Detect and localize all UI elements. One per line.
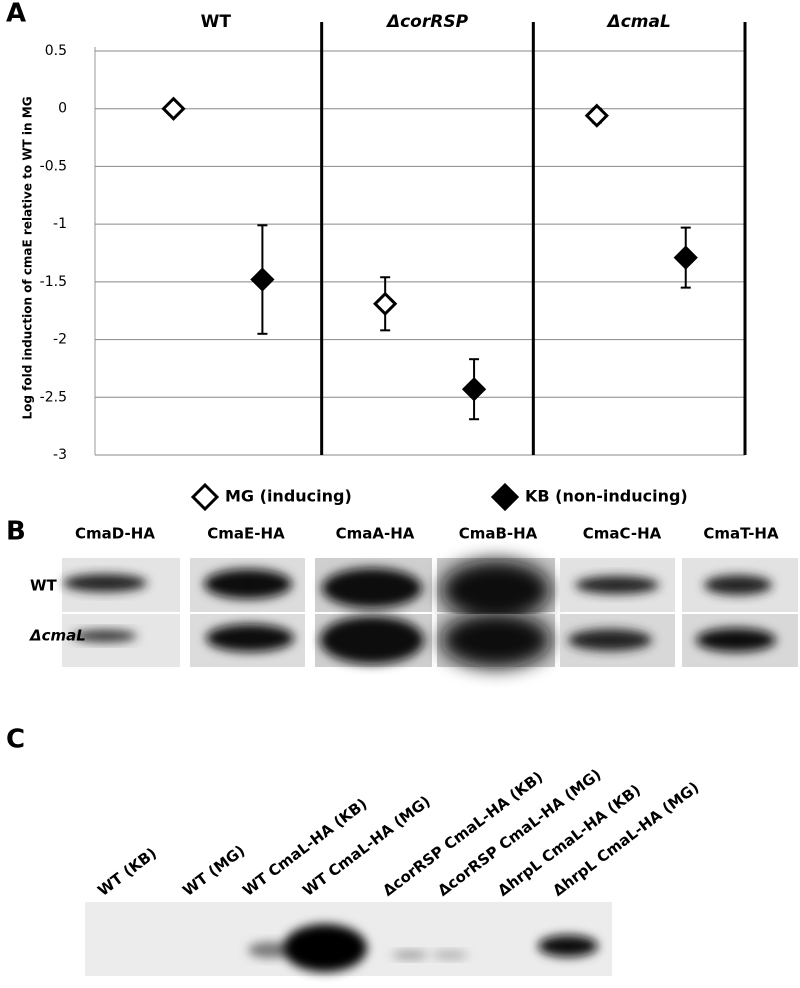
row-label: ΔcmaL — [29, 627, 86, 645]
column-label: CmaD-HA — [75, 525, 155, 543]
column-label: CmaA-HA — [336, 525, 415, 543]
column-label: CmaC-HA — [583, 525, 662, 543]
y-tick-label: -1.5 — [40, 274, 67, 290]
category-label: ΔcmaL — [606, 12, 671, 32]
data-point — [461, 377, 487, 402]
legend-swatch — [190, 482, 220, 512]
y-tick-label: 0.5 — [45, 43, 67, 59]
blot-panel — [62, 558, 798, 668]
panel-label: C — [6, 725, 25, 755]
y-axis-label: Log fold induction of cmaE relative to W… — [21, 96, 35, 419]
legend-label: MG (inducing) — [225, 487, 352, 506]
panel-label: B — [6, 517, 26, 547]
legend-swatch — [490, 482, 520, 512]
y-tick-label: 0 — [58, 101, 67, 117]
data-point — [161, 96, 186, 121]
y-tick-label: -1 — [53, 216, 67, 232]
data-point — [673, 245, 698, 270]
category-label: WT — [201, 12, 232, 32]
row-label: WT — [30, 577, 58, 595]
data-point — [250, 267, 275, 292]
data-point — [373, 291, 398, 316]
column-label: CmaE-HA — [207, 525, 285, 543]
lane-label: WT (MG) — [179, 842, 248, 900]
legend-label: KB (non-inducing) — [525, 487, 688, 506]
category-label: ΔcorRSP — [385, 12, 469, 32]
column-label: CmaT-HA — [703, 525, 779, 543]
data-point — [584, 103, 609, 128]
column-label: CmaB-HA — [459, 525, 538, 543]
panel-label: A — [6, 0, 26, 29]
lane-label: WT (KB) — [94, 844, 160, 900]
blot-strip — [85, 902, 612, 976]
y-tick-label: -3 — [53, 447, 67, 463]
y-tick-label: -2.5 — [40, 389, 67, 405]
y-tick-label: -0.5 — [40, 158, 67, 174]
y-tick-label: -2 — [53, 332, 67, 348]
